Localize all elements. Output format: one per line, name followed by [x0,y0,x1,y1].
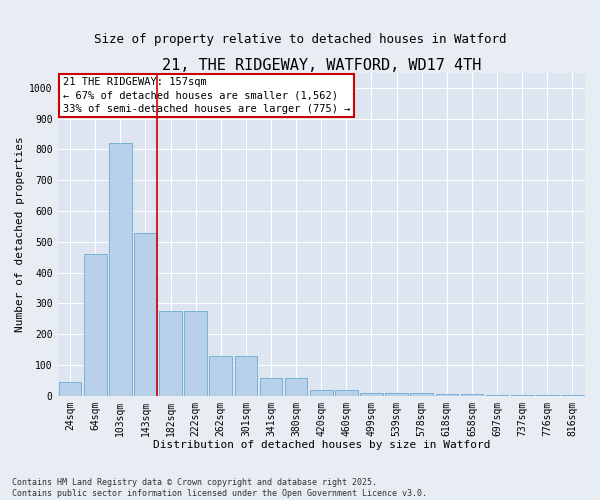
Bar [209,356,232,396]
Bar [410,394,433,396]
Bar [385,392,408,396]
Bar [536,395,559,396]
Text: 21 THE RIDGEWAY: 157sqm
← 67% of detached houses are smaller (1,562)
33% of semi: 21 THE RIDGEWAY: 157sqm ← 67% of detache… [63,78,350,114]
Bar [561,395,584,396]
Bar [461,394,483,396]
Bar [511,395,533,396]
Bar [360,392,383,396]
Bar [84,254,107,396]
Bar [134,234,157,396]
Text: Contains HM Land Registry data © Crown copyright and database right 2025.
Contai: Contains HM Land Registry data © Crown c… [12,478,427,498]
Bar [436,394,458,396]
Bar [59,382,82,396]
Bar [109,144,131,396]
Title: 21, THE RIDGEWAY, WATFORD, WD17 4TH: 21, THE RIDGEWAY, WATFORD, WD17 4TH [161,58,481,72]
Text: Size of property relative to detached houses in Watford: Size of property relative to detached ho… [94,32,506,46]
Bar [260,378,283,396]
Bar [285,378,307,396]
Bar [235,356,257,396]
Bar [184,311,207,396]
X-axis label: Distribution of detached houses by size in Watford: Distribution of detached houses by size … [152,440,490,450]
Bar [486,395,508,396]
Bar [310,390,332,396]
Y-axis label: Number of detached properties: Number of detached properties [15,136,25,332]
Bar [335,390,358,396]
Bar [159,311,182,396]
